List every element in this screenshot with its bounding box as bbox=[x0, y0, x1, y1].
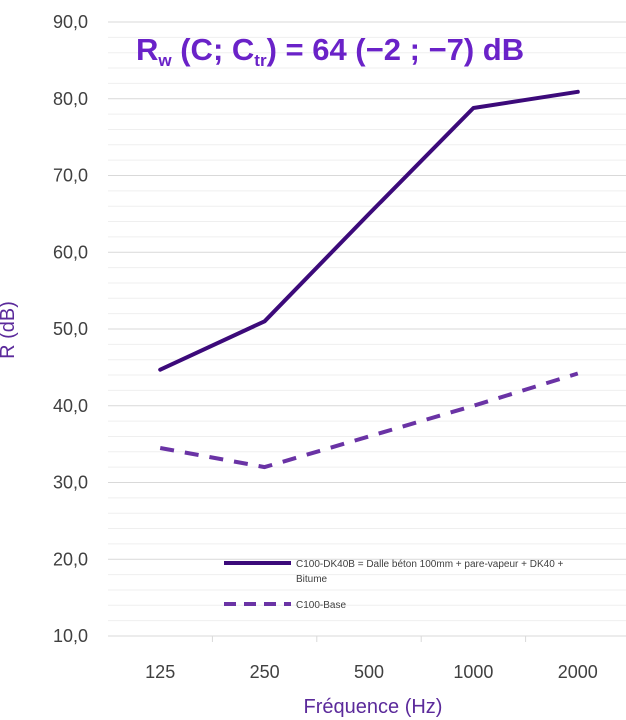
y-axis-title: R (dB) bbox=[0, 301, 19, 359]
x-axis-title: Fréquence (Hz) bbox=[304, 696, 443, 718]
y-tick-label: 30,0 bbox=[53, 473, 88, 493]
title-rest: ) = 64 (−2 ; −7) dB bbox=[267, 32, 525, 67]
grid bbox=[108, 21, 626, 642]
legend-label-series-1-cont: Bitume bbox=[296, 574, 328, 585]
x-tick-label: 2000 bbox=[558, 662, 598, 682]
series-line-2 bbox=[159, 371, 579, 470]
title-r-sub: w bbox=[157, 51, 172, 70]
title-c: (C; C bbox=[172, 32, 255, 67]
x-tick-label: 1000 bbox=[453, 662, 493, 682]
x-tick-label: 500 bbox=[354, 662, 384, 682]
y-axis-ticks: 10,0 20,0 30,0 40,0 50,0 60,0 70,0 80,0 90,0 bbox=[53, 12, 88, 646]
y-tick-label: 20,0 bbox=[53, 549, 88, 569]
title-c-sub: tr bbox=[254, 51, 267, 70]
legend-label-series-2: C100-Base bbox=[296, 600, 346, 611]
series-line-1 bbox=[158, 89, 580, 372]
x-tick-label: 125 bbox=[145, 662, 175, 682]
x-axis-ticks: 125 250 500 1000 2000 bbox=[145, 662, 598, 682]
legend: C100-DK40B = Dalle béton 100mm + pare-va… bbox=[224, 559, 564, 611]
y-tick-label: 70,0 bbox=[53, 166, 88, 186]
title-r: R bbox=[136, 32, 158, 67]
chart-title: Rw (C; Ctr) = 64 (−2 ; −7) dB bbox=[136, 32, 524, 70]
x-tick-label: 250 bbox=[250, 662, 280, 682]
y-tick-label: 90,0 bbox=[53, 12, 88, 32]
y-tick-label: 50,0 bbox=[53, 319, 88, 339]
y-tick-label: 80,0 bbox=[53, 89, 88, 109]
legend-label-series-1: C100-DK40B = Dalle béton 100mm + pare-va… bbox=[296, 559, 564, 570]
y-tick-label: 10,0 bbox=[53, 626, 88, 646]
series bbox=[158, 89, 580, 470]
y-tick-label: 40,0 bbox=[53, 396, 88, 416]
y-tick-label: 60,0 bbox=[53, 242, 88, 262]
